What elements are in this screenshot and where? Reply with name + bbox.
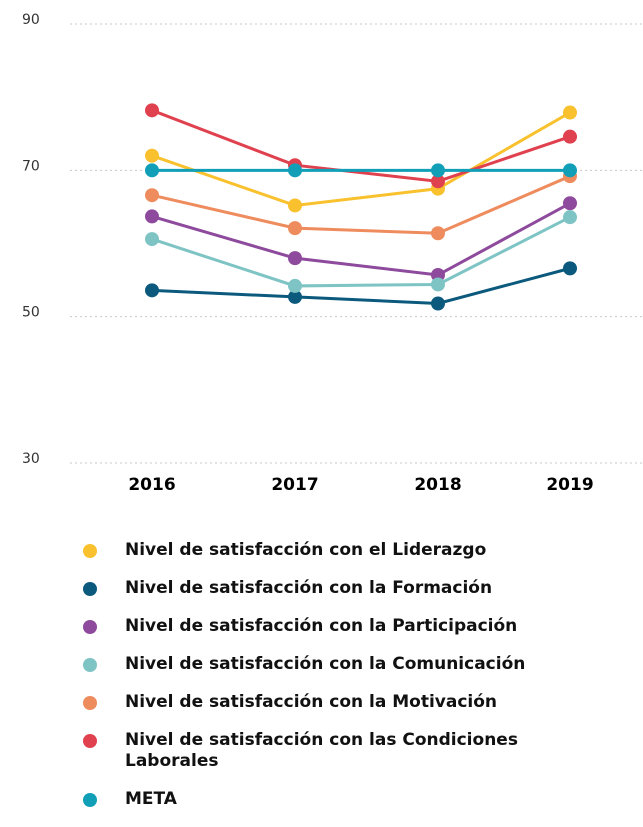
y-tick-label: 70 [22, 158, 40, 174]
data-point [431, 296, 445, 311]
legend-swatch [83, 582, 97, 596]
data-point [288, 278, 302, 293]
data-point [288, 198, 302, 213]
x-tick-label: 2019 [546, 475, 593, 495]
data-point [145, 283, 159, 298]
data-point [288, 221, 302, 236]
series-line [151, 201, 571, 277]
x-tick-label: 2018 [414, 475, 461, 495]
data-point [145, 148, 159, 163]
data-point [431, 277, 445, 292]
legend-label: Nivel de satisfacción con la Formación [125, 578, 493, 598]
chart: 30 50 70 90 2016 2017 2018 2019 [22, 12, 643, 495]
data-point [145, 209, 159, 224]
legend-swatch [83, 620, 97, 634]
legend-label: Nivel de satisfacción con la Motivación [125, 692, 498, 712]
legend-swatch [83, 793, 97, 807]
legend-label: Nivel de satisfacción con la Comunicació… [125, 654, 526, 674]
series-line [151, 108, 571, 183]
series-line [151, 174, 571, 235]
x-tick-label: 2016 [128, 475, 175, 495]
series-line [151, 111, 571, 207]
data-point [145, 232, 159, 247]
legend-swatch [83, 658, 97, 672]
data-point [145, 163, 159, 178]
legend-item: Nivel de satisfacción con el Liderazgo [80, 540, 540, 561]
data-point [145, 103, 159, 118]
x-tick-label: 2017 [271, 475, 318, 495]
legend-label: Nivel de satisfacción con la Participaci… [125, 616, 518, 636]
series-line [151, 266, 571, 306]
data-point [288, 163, 302, 178]
data-point [563, 163, 577, 178]
legend-item: Nivel de satisfacción con la Comunicació… [80, 654, 540, 675]
series-line [151, 215, 571, 288]
data-point [431, 163, 445, 178]
y-tick-label: 50 [22, 305, 40, 321]
legend-swatch [83, 696, 97, 710]
data-point [563, 210, 577, 225]
legend-swatch [83, 544, 97, 558]
legend-label: Nivel de satisfacción con el Liderazgo [125, 540, 487, 560]
data-point [563, 105, 577, 120]
data-point [563, 129, 577, 144]
legend-label: Nivel de satisfacción con las Condicione… [125, 730, 518, 771]
legend-item: Nivel de satisfacción con la Motivación [80, 692, 540, 713]
y-tick-label: 90 [22, 12, 40, 28]
legend-swatch [83, 734, 97, 748]
legend-item: Nivel de satisfacción con las Condicione… [80, 730, 540, 772]
data-point [563, 196, 577, 211]
legend-item: Nivel de satisfacción con la Formación [80, 578, 540, 599]
legend: Nivel de satisfacción con el Liderazgo Ni… [80, 540, 540, 827]
data-point [145, 188, 159, 203]
data-point [431, 226, 445, 241]
legend-item: META [80, 789, 540, 810]
y-tick-label: 30 [22, 451, 40, 467]
legend-label: META [125, 789, 177, 809]
legend-item: Nivel de satisfacción con la Participaci… [80, 616, 540, 637]
data-point [431, 174, 445, 189]
data-point [563, 261, 577, 276]
data-point [288, 251, 302, 266]
data-point [288, 289, 302, 304]
